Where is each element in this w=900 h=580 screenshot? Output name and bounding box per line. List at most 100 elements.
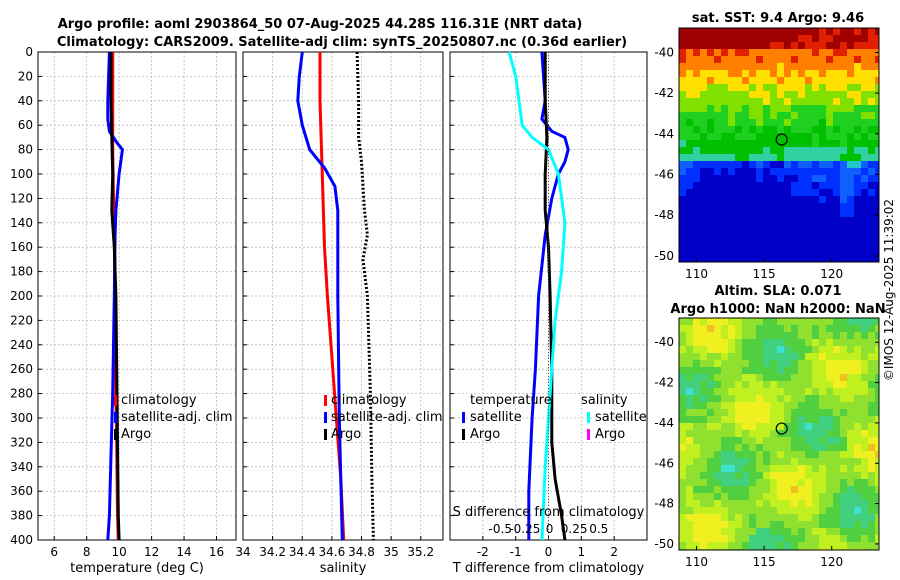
map-cell bbox=[798, 161, 805, 168]
map-cell bbox=[847, 168, 854, 175]
map-cell bbox=[749, 367, 756, 374]
map-cell bbox=[868, 105, 875, 112]
map-cell bbox=[875, 374, 879, 381]
map-cell bbox=[721, 70, 728, 77]
map-cell bbox=[770, 465, 777, 472]
map-cell bbox=[847, 56, 854, 63]
map-cell bbox=[693, 451, 700, 458]
map-cell bbox=[784, 458, 791, 465]
map-cell bbox=[686, 360, 693, 367]
map-cell bbox=[833, 252, 840, 259]
map-cell bbox=[784, 126, 791, 133]
map-cell bbox=[861, 479, 868, 486]
map-cell bbox=[875, 486, 879, 493]
map-cell bbox=[707, 56, 714, 63]
map-cell bbox=[854, 252, 861, 259]
map-cell bbox=[707, 521, 714, 528]
map-cell bbox=[854, 353, 861, 360]
map-cell bbox=[805, 217, 812, 224]
map-cell bbox=[847, 528, 854, 535]
map-cell bbox=[679, 91, 686, 98]
map-cell bbox=[770, 318, 777, 325]
map-cell bbox=[819, 535, 826, 542]
map-cell bbox=[756, 154, 763, 161]
map-cell bbox=[840, 28, 847, 35]
map-cell bbox=[819, 98, 826, 105]
map-cell bbox=[693, 332, 700, 339]
legend-temp-header: temperature bbox=[470, 393, 552, 408]
map-cell bbox=[742, 175, 749, 182]
map-cell bbox=[763, 465, 770, 472]
map-cell bbox=[826, 430, 833, 437]
map-cell bbox=[721, 210, 728, 217]
map-cell bbox=[833, 203, 840, 210]
map-cell bbox=[756, 500, 763, 507]
map-cell bbox=[686, 203, 693, 210]
map-cell bbox=[854, 514, 861, 521]
map-cell bbox=[861, 77, 868, 84]
map-cell bbox=[693, 507, 700, 514]
sla-map-title: Altim. SLA: 0.071 bbox=[715, 284, 842, 299]
map-cell bbox=[749, 339, 756, 346]
map-cell bbox=[875, 325, 879, 332]
map-cell bbox=[679, 245, 686, 252]
map-cell bbox=[805, 437, 812, 444]
map-cell bbox=[742, 402, 749, 409]
map-cell bbox=[847, 479, 854, 486]
map-cell bbox=[833, 98, 840, 105]
map-cell bbox=[784, 182, 791, 189]
map-cell bbox=[868, 119, 875, 126]
map-cell bbox=[749, 395, 756, 402]
map-cell bbox=[777, 133, 784, 140]
map-cell bbox=[861, 91, 868, 98]
map-cell bbox=[763, 182, 770, 189]
map-x-tick-label: 115 bbox=[753, 555, 776, 569]
map-cell bbox=[812, 528, 819, 535]
map-cell bbox=[714, 161, 721, 168]
map-cell bbox=[847, 140, 854, 147]
map-cell bbox=[868, 367, 875, 374]
map-cell bbox=[714, 112, 721, 119]
map-cell bbox=[756, 231, 763, 238]
map-cell bbox=[749, 402, 756, 409]
map-cell bbox=[728, 409, 735, 416]
map-cell bbox=[707, 224, 714, 231]
map-cell bbox=[798, 346, 805, 353]
map-cell bbox=[700, 416, 707, 423]
map-cell bbox=[714, 325, 721, 332]
map-cell bbox=[826, 161, 833, 168]
map-cell bbox=[875, 416, 879, 423]
map-cell bbox=[861, 105, 868, 112]
map-cell bbox=[875, 542, 879, 549]
map-cell bbox=[854, 486, 861, 493]
map-cell bbox=[805, 238, 812, 245]
map-y-tick-label: -44 bbox=[654, 127, 674, 141]
map-cell bbox=[861, 402, 868, 409]
map-cell bbox=[875, 259, 879, 262]
map-cell bbox=[742, 126, 749, 133]
map-cell bbox=[840, 98, 847, 105]
map-cell bbox=[728, 507, 735, 514]
map-cell bbox=[798, 49, 805, 56]
map-cell bbox=[819, 140, 826, 147]
map-cell bbox=[840, 252, 847, 259]
map-cell bbox=[742, 238, 749, 245]
map-cell bbox=[861, 542, 868, 549]
map-cell bbox=[693, 252, 700, 259]
map-cell bbox=[791, 133, 798, 140]
map-cell bbox=[819, 49, 826, 56]
map-cell bbox=[840, 409, 847, 416]
map-cell bbox=[777, 374, 784, 381]
map-cell bbox=[777, 70, 784, 77]
map-cell bbox=[756, 140, 763, 147]
map-y-tick-label: -42 bbox=[654, 86, 674, 100]
map-cell bbox=[812, 133, 819, 140]
map-cell bbox=[693, 381, 700, 388]
map-cell bbox=[777, 35, 784, 42]
map-cell bbox=[721, 472, 728, 479]
map-cell bbox=[728, 535, 735, 542]
map-cell bbox=[735, 217, 742, 224]
map-cell bbox=[784, 91, 791, 98]
map-cell bbox=[686, 528, 693, 535]
